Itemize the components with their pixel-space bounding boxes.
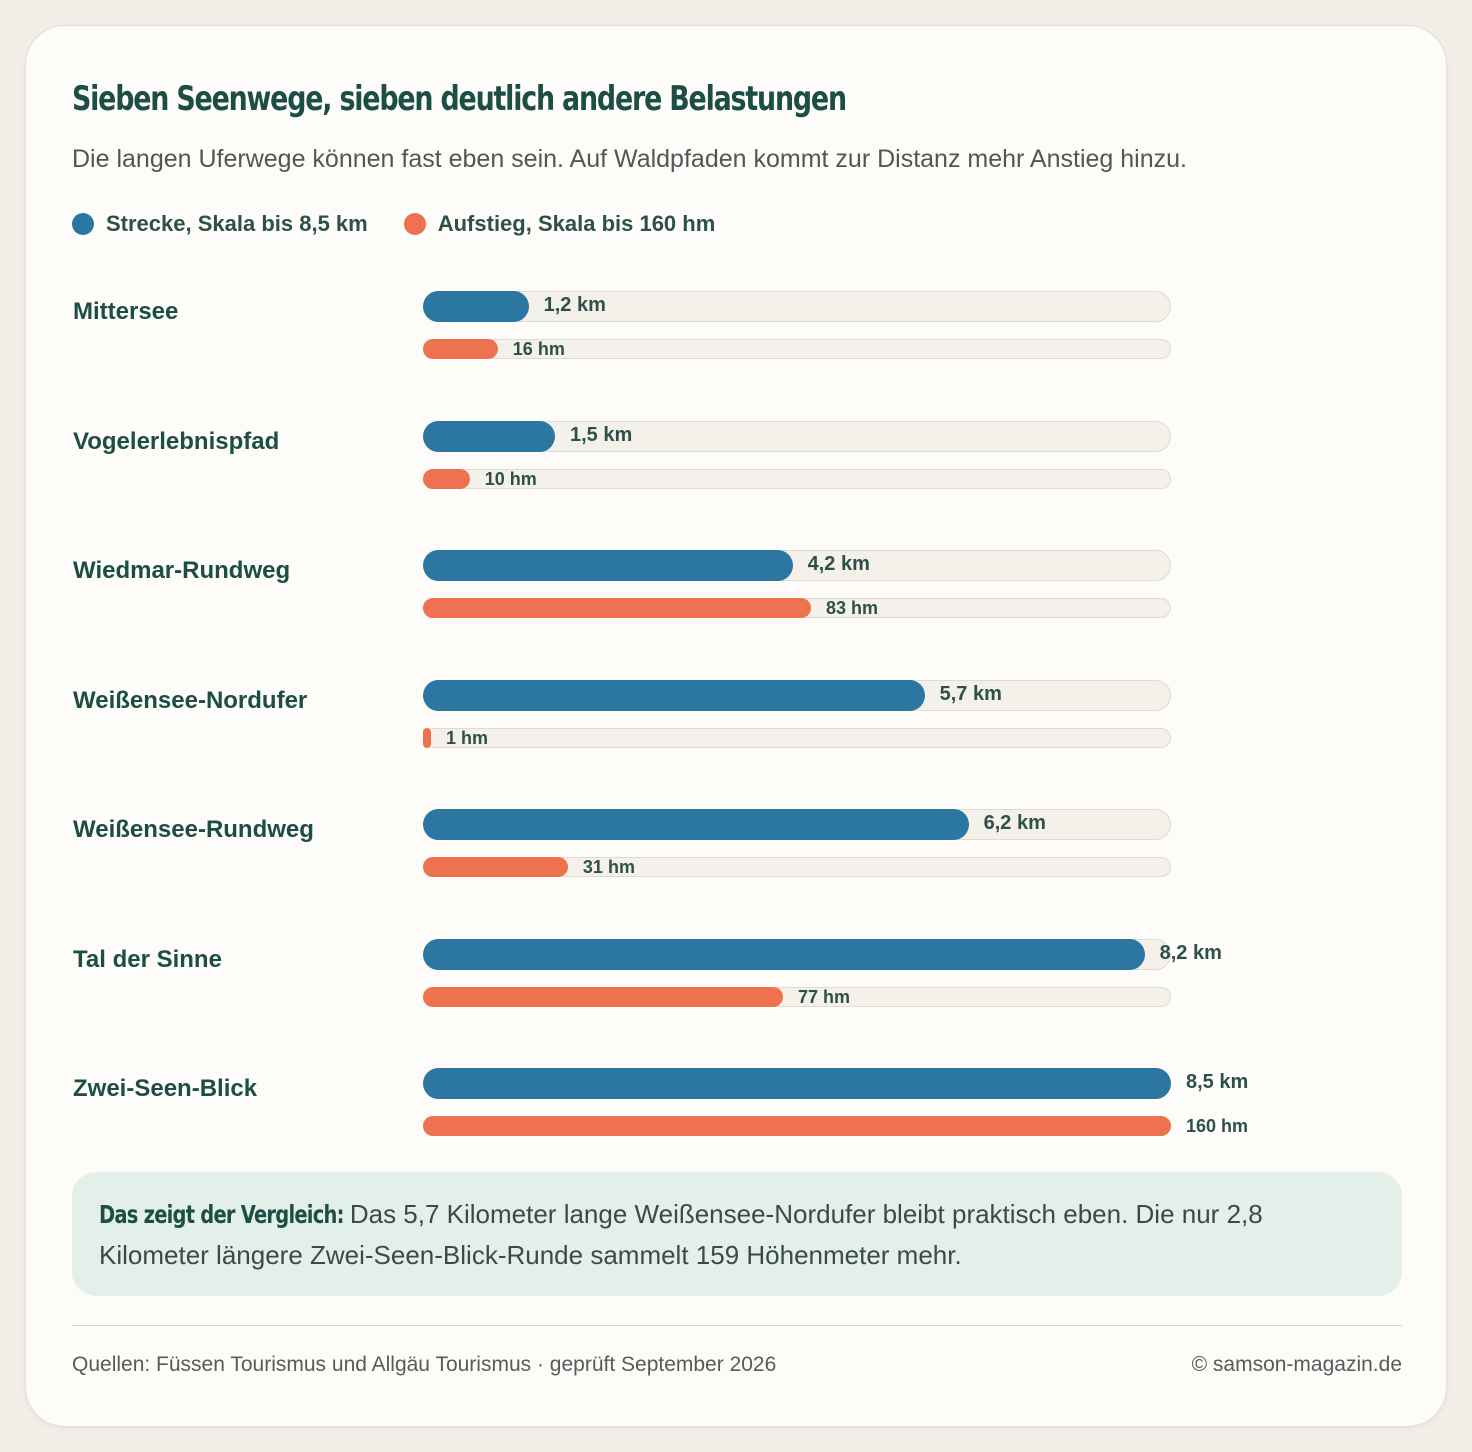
chart-row: Mittersee 1,2 km 16 hm xyxy=(26,276,1446,386)
ascent-value-label: 160 hm xyxy=(1186,1116,1249,1136)
legend-dot-ascent xyxy=(403,213,426,235)
source-note: Quellen: Füssen Tourismus und Allgäu Tou… xyxy=(72,1353,777,1376)
bar-chart: Mittersee 1,2 km 16 hm Vogelerlebnispfad 1,5… xyxy=(26,276,1446,1156)
note-text: Das 5,7 Kilometer lange Weißensee-Norduf… xyxy=(99,1199,1263,1270)
ascent-value-label: 16 hm xyxy=(512,339,565,359)
category-label: Wiedmar-Rundweg xyxy=(73,557,291,584)
distance-bar xyxy=(423,809,969,840)
chart-subtitle: Die langen Uferwege können fast eben sei… xyxy=(72,145,1187,173)
ascent-track xyxy=(423,728,1171,748)
distance-bar xyxy=(423,550,793,581)
chart-title: Sieben Seenwege, sieben deutlich andere … xyxy=(72,79,847,119)
legend-item-distance: Strecke, Skala bis 8,5 km xyxy=(72,211,368,237)
ascent-bar xyxy=(423,598,812,618)
note-label: Das zeigt der Vergleich: xyxy=(99,1200,344,1229)
distance-value-label: 8,2 km xyxy=(1159,942,1222,964)
ascent-bar xyxy=(423,339,498,359)
category-label: Mittersee xyxy=(73,298,179,325)
comparison-note: Das zeigt der Vergleich: Das 5,7 Kilomet… xyxy=(72,1172,1402,1296)
chart-row: Weißensee-Rundweg 6,2 km 31 hm xyxy=(26,794,1446,904)
distance-bar xyxy=(423,1068,1171,1099)
category-label: Weißensee-Rundweg xyxy=(73,816,314,843)
distance-bar xyxy=(423,680,925,711)
ascent-bar xyxy=(423,728,431,748)
chart-row: Wiedmar-Rundweg 4,2 km 83 hm xyxy=(26,535,1446,645)
distance-value-label: 1,2 km xyxy=(543,294,606,316)
category-label: Tal der Sinne xyxy=(73,946,222,973)
legend-label-ascent: Aufstieg, Skala bis 160 hm xyxy=(437,211,716,236)
distance-value-label: 1,5 km xyxy=(570,424,633,446)
ascent-bar xyxy=(423,469,470,489)
legend: Strecke, Skala bis 8,5 km Aufstieg, Skal… xyxy=(72,211,751,237)
ascent-value-label: 31 hm xyxy=(582,857,635,877)
distance-value-label: 6,2 km xyxy=(983,812,1046,834)
ascent-bar xyxy=(423,857,568,877)
chart-row: Weißensee-Nordufer 5,7 km 1 hm xyxy=(26,665,1446,775)
distance-bar xyxy=(423,291,529,322)
category-label: Weißensee-Nordufer xyxy=(73,687,308,714)
distance-bar xyxy=(423,939,1145,970)
footer-divider xyxy=(72,1325,1402,1326)
legend-item-ascent: Aufstieg, Skala bis 160 hm xyxy=(403,211,716,237)
chart-row: Vogelerlebnispfad 1,5 km 10 hm xyxy=(26,406,1446,516)
ascent-value-label: 77 hm xyxy=(797,987,850,1007)
ascent-value-label: 1 hm xyxy=(446,728,489,748)
ascent-bar xyxy=(423,1116,1171,1136)
copyright-note: © samson-magazin.de xyxy=(1191,1353,1402,1376)
chart-card: Sieben Seenwege, sieben deutlich andere … xyxy=(25,25,1447,1427)
category-label: Vogelerlebnispfad xyxy=(73,428,280,455)
chart-row: Tal der Sinne 8,2 km 77 hm xyxy=(26,924,1446,1034)
legend-dot-distance xyxy=(72,213,94,235)
chart-row: Zwei-Seen-Blick 8,5 km 160 hm xyxy=(26,1053,1446,1163)
distance-track xyxy=(423,291,1171,322)
ascent-value-label: 10 hm xyxy=(484,469,537,489)
ascent-value-label: 83 hm xyxy=(826,598,879,618)
distance-value-label: 8,5 km xyxy=(1186,1071,1249,1093)
ascent-bar xyxy=(423,987,783,1007)
distance-bar xyxy=(423,421,555,452)
distance-value-label: 5,7 km xyxy=(939,683,1002,705)
distance-value-label: 4,2 km xyxy=(807,553,870,575)
legend-label-distance: Strecke, Skala bis 8,5 km xyxy=(106,211,368,236)
category-label: Zwei-Seen-Blick xyxy=(73,1075,258,1102)
